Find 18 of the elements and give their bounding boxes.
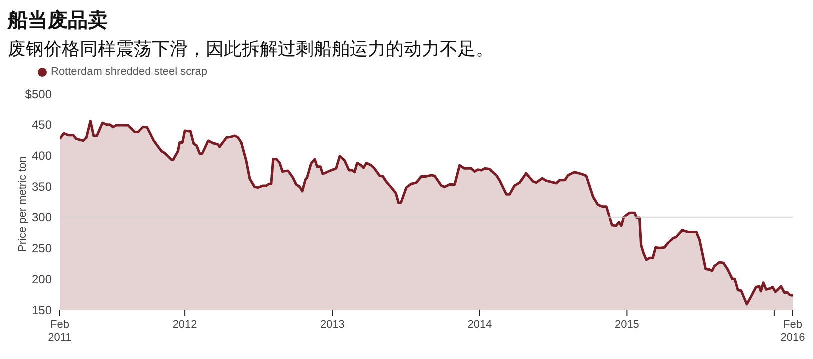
y-tick-label: 450 bbox=[32, 118, 52, 132]
y-tick-label: 300 bbox=[32, 210, 52, 225]
y-axis-title: Price per metric ton bbox=[16, 156, 29, 252]
x-tick-label: 2013 bbox=[320, 319, 345, 331]
y-tick-label: 400 bbox=[32, 148, 52, 163]
x-tick-label: 2015 bbox=[614, 319, 640, 331]
y-tick-label: 200 bbox=[32, 272, 52, 286]
legend-label: Rotterdam shredded steel scrap bbox=[51, 66, 208, 78]
x-tick-label: 2012 bbox=[172, 319, 198, 331]
y-tick-label: 250 bbox=[32, 242, 52, 256]
x-tick-label: 2014 bbox=[468, 319, 492, 331]
chart-title: 船当废品卖 bbox=[8, 8, 109, 34]
y-tick-label: 350 bbox=[32, 180, 52, 194]
chart-subtitle: 废钢价格同样震荡下滑，因此拆解过剩船舶运力的动力不足。 bbox=[8, 38, 495, 61]
x-tick-label: Feb 2016 bbox=[780, 319, 806, 344]
x-tick-label: Feb 2011 bbox=[48, 319, 72, 344]
y-tick-label: $500 bbox=[25, 87, 52, 102]
y-tick-label: 150 bbox=[32, 303, 52, 318]
